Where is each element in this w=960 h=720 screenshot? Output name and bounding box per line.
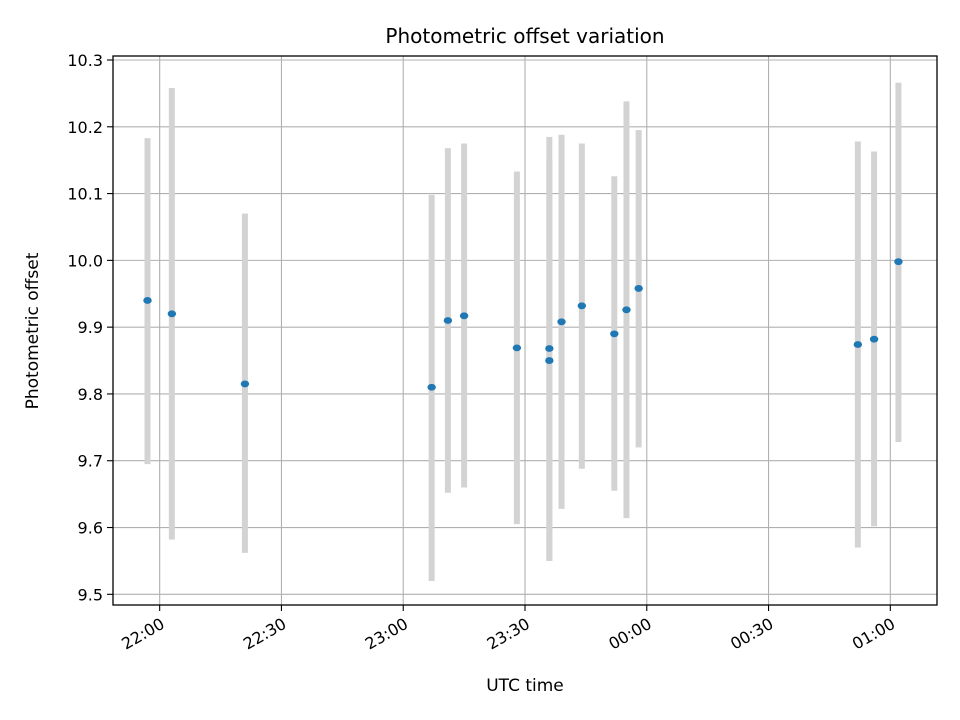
grid [113, 56, 937, 605]
data-point [443, 317, 453, 324]
data-point [622, 306, 631, 314]
data-point [167, 310, 177, 318]
data-point [545, 345, 554, 352]
y-tick-label: 10.3 [67, 51, 103, 70]
y-tick-label: 9.6 [78, 519, 103, 538]
data-point [610, 330, 619, 338]
y-tick-label: 9.7 [78, 452, 103, 471]
y-axis-label: Photometric offset [23, 252, 43, 409]
y-tick-label: 9.8 [78, 385, 103, 404]
data-point [143, 297, 152, 304]
ticks [107, 59, 891, 611]
y-tick-label: 10.1 [67, 185, 103, 204]
y-tick-label: 10.0 [67, 251, 103, 270]
data-point [869, 335, 879, 343]
y-tick-label: 9.5 [78, 585, 103, 604]
data-point [634, 285, 643, 292]
y-tick-label: 9.9 [78, 318, 103, 337]
data-point [240, 380, 250, 388]
data-points [143, 258, 903, 391]
data-point [512, 344, 522, 352]
data-point [545, 357, 554, 364]
data-point [427, 383, 436, 391]
data-point [894, 258, 903, 266]
chart-title: Photometric offset variation [385, 24, 664, 48]
x-axis-label: UTC time [486, 676, 564, 696]
data-point [577, 302, 587, 310]
data-point [853, 341, 863, 348]
y-tick-label: 10.2 [67, 118, 103, 137]
data-point [459, 312, 469, 320]
data-point [557, 318, 566, 326]
